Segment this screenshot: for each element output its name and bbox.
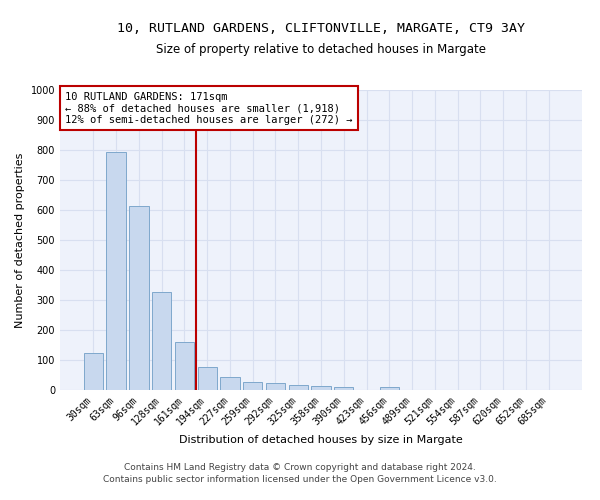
Y-axis label: Number of detached properties: Number of detached properties bbox=[15, 152, 25, 328]
Text: Contains public sector information licensed under the Open Government Licence v3: Contains public sector information licen… bbox=[103, 475, 497, 484]
Bar bbox=[220, 378, 239, 390]
Bar bbox=[380, 387, 399, 390]
Bar bbox=[334, 387, 353, 390]
Bar bbox=[152, 292, 172, 390]
Bar bbox=[106, 152, 126, 390]
Text: 10 RUTLAND GARDENS: 171sqm
← 88% of detached houses are smaller (1,918)
12% of s: 10 RUTLAND GARDENS: 171sqm ← 88% of deta… bbox=[65, 92, 353, 124]
Bar bbox=[289, 384, 308, 390]
Bar bbox=[129, 206, 149, 390]
X-axis label: Distribution of detached houses by size in Margate: Distribution of detached houses by size … bbox=[179, 435, 463, 445]
Bar bbox=[266, 382, 285, 390]
Text: Size of property relative to detached houses in Margate: Size of property relative to detached ho… bbox=[156, 42, 486, 56]
Bar bbox=[311, 386, 331, 390]
Text: Contains HM Land Registry data © Crown copyright and database right 2024.: Contains HM Land Registry data © Crown c… bbox=[124, 462, 476, 471]
Text: 10, RUTLAND GARDENS, CLIFTONVILLE, MARGATE, CT9 3AY: 10, RUTLAND GARDENS, CLIFTONVILLE, MARGA… bbox=[117, 22, 525, 36]
Bar bbox=[84, 352, 103, 390]
Bar bbox=[197, 366, 217, 390]
Bar bbox=[243, 382, 262, 390]
Bar bbox=[175, 342, 194, 390]
